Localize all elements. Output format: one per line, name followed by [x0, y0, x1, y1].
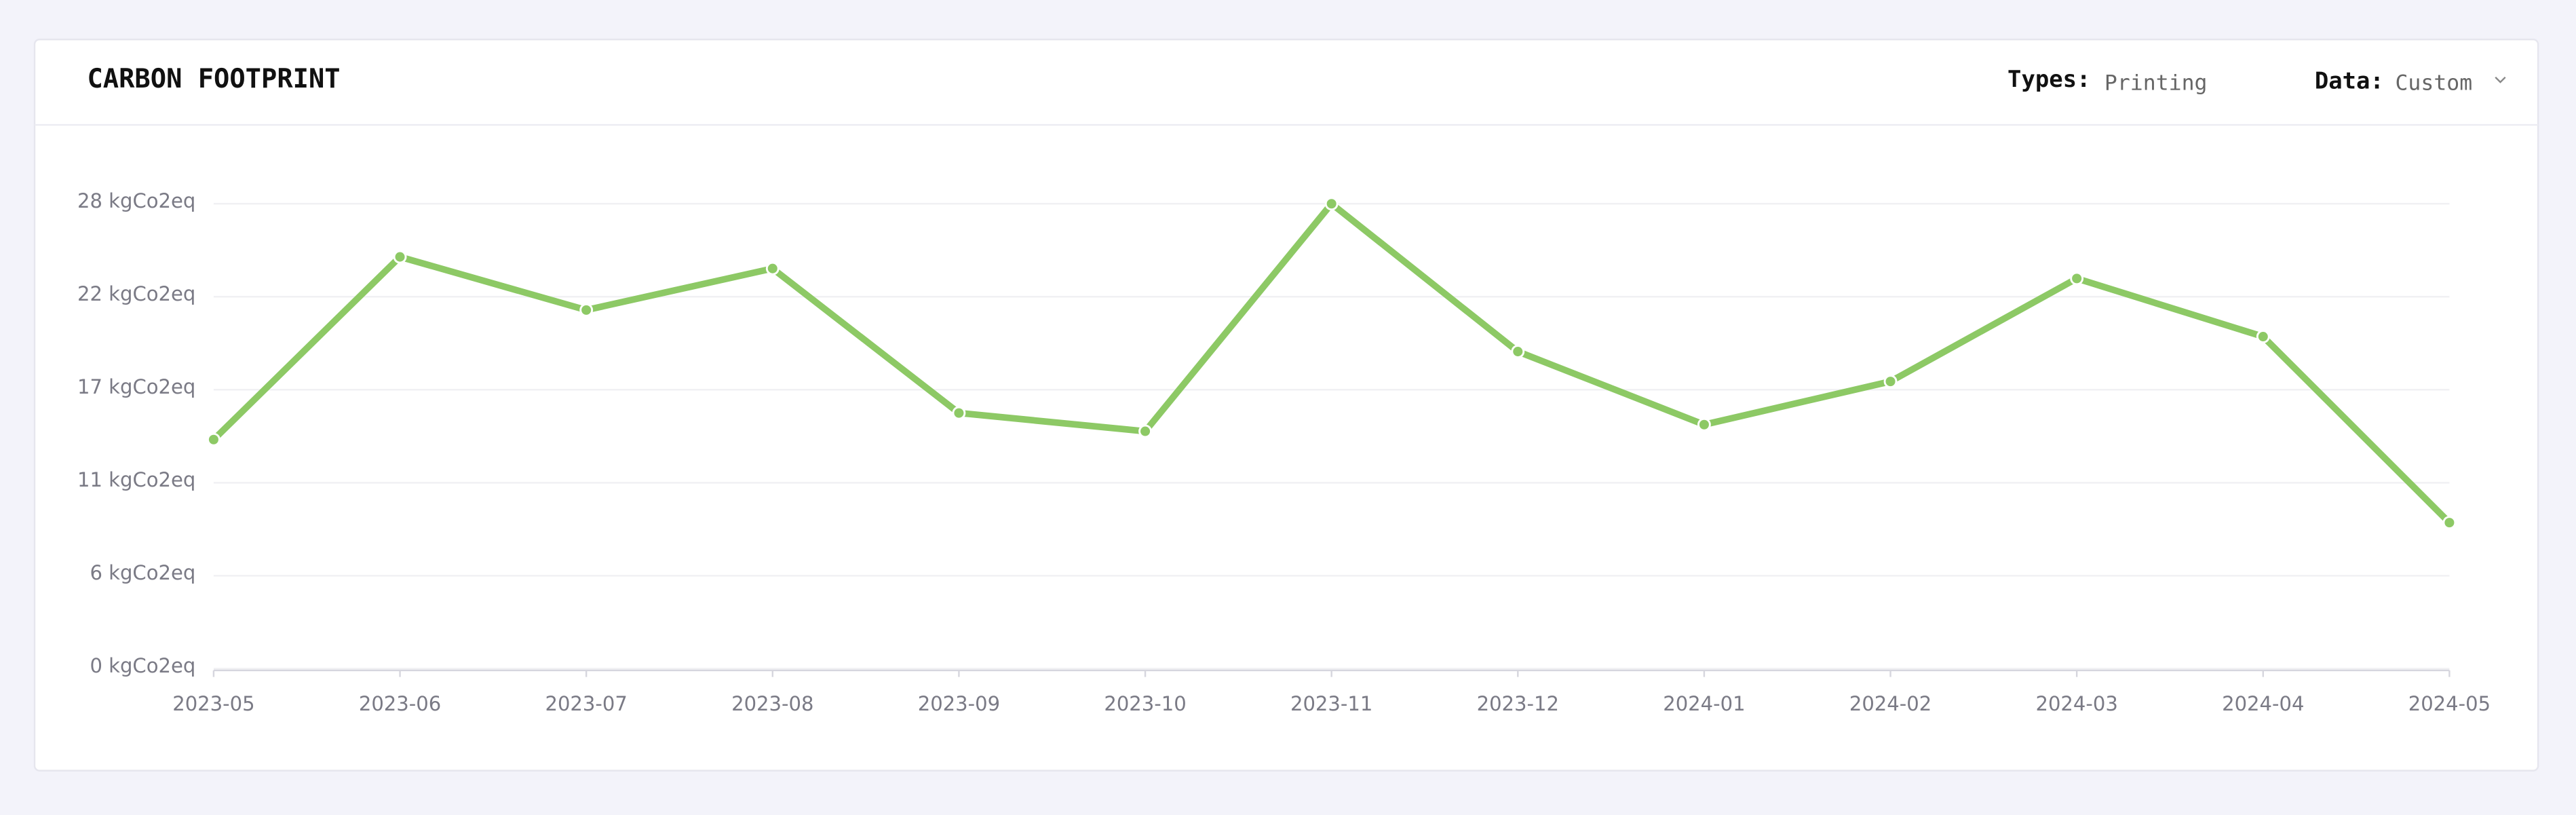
filter-label: Types:	[2007, 66, 2090, 92]
y-tick-label: 6 kgCo2eq	[90, 561, 195, 584]
x-tick-label: 2023-10	[1104, 692, 1186, 715]
x-tick-label: 2023-08	[731, 692, 813, 715]
card	[33, 38, 2539, 772]
data-point	[1511, 345, 1525, 358]
types-filter[interactable]: Types: Printing	[2007, 66, 2207, 95]
y-tick-label: 0 kgCo2eq	[90, 654, 195, 677]
x-tick-label: 2024-04	[2222, 692, 2304, 715]
data-point	[765, 261, 780, 276]
dropdown-chevron	[2495, 76, 2506, 83]
y-tick-label: 22 kgCo2eq	[77, 282, 195, 305]
x-tick-label: 2024-01	[1663, 692, 1745, 715]
x-tick-label: 2024-05	[2408, 692, 2491, 715]
x-tick-label: 2023-09	[918, 692, 1000, 715]
x-tick-label: 2024-02	[1849, 692, 1931, 715]
data-point	[1883, 375, 1898, 389]
data-point	[2442, 516, 2457, 530]
y-tick-label: 28 kgCo2eq	[77, 189, 195, 212]
x-tick-label: 2023-12	[1477, 692, 1559, 715]
x-tick-label: 2023-07	[545, 692, 627, 715]
data-point	[1138, 424, 1152, 438]
x-tick-label: 2023-05	[172, 692, 254, 715]
filter-value: Custom	[2396, 71, 2473, 95]
chart-title: CARBON FOOTPRINT	[87, 64, 340, 94]
filter-label: Data:	[2315, 68, 2384, 94]
data-point	[393, 250, 407, 264]
data-point	[2070, 271, 2084, 286]
data-point	[1324, 197, 1339, 211]
data-point	[1697, 417, 1711, 432]
filter-value: Printing	[2104, 71, 2208, 95]
y-tick-label: 17 kgCo2eq	[77, 375, 195, 398]
data-point	[952, 406, 966, 420]
data-filter[interactable]: Data: Custom	[2315, 68, 2506, 96]
x-tick-label: 2023-11	[1290, 692, 1372, 715]
data-point	[2256, 330, 2270, 343]
x-tick-label: 2024-03	[2035, 692, 2117, 715]
data-point	[579, 303, 594, 317]
y-tick-label: 11 kgCo2eq	[77, 468, 195, 491]
data-point	[206, 432, 220, 447]
x-tick-label: 2023-06	[359, 692, 441, 715]
